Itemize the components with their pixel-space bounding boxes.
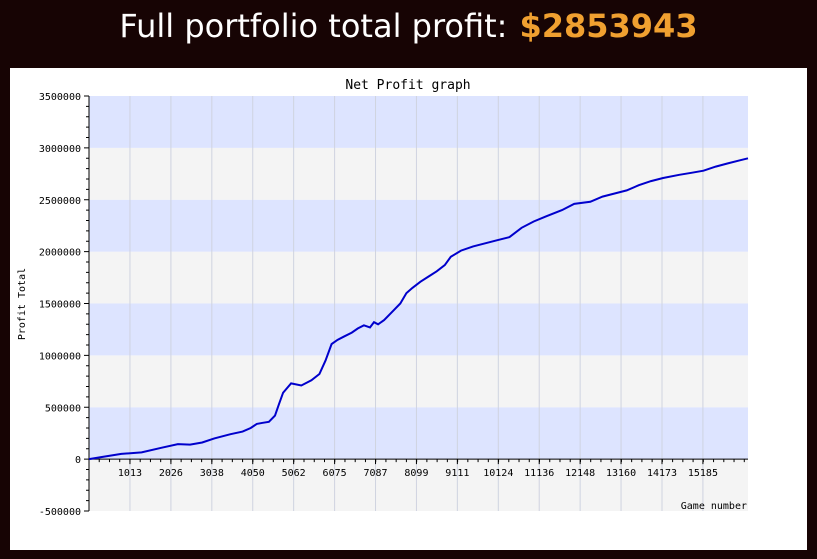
x-axis-label: Game number: [681, 501, 747, 512]
x-tick-label: 14173: [647, 468, 677, 479]
x-tick-label: 7087: [363, 468, 387, 479]
x-tick-label: 4050: [241, 468, 265, 479]
x-axis-ticks: 1013 2026 3038 4050 5062 6075 7087 8099 9111 1012…: [88, 459, 745, 479]
chart-panel: 1013 2026 3038 4050 5062 6075 7087 8099 9111 1012…: [10, 68, 807, 550]
y-axis-ticks: -500000 0 500000 1000000 1500000 2000000 25000…: [39, 92, 89, 518]
page-heading: Full portfolio total profit: $2853943: [0, 0, 817, 52]
background-band: [89, 303, 748, 356]
background-band: [89, 199, 748, 252]
x-tick-label: 5062: [282, 468, 306, 479]
background-band: [89, 147, 748, 200]
background-band: [89, 407, 748, 460]
x-tick-label: 3038: [200, 468, 224, 479]
background-band: [89, 251, 748, 304]
heading-label: Full portfolio total profit:: [119, 7, 508, 45]
background-band: [89, 459, 748, 511]
y-tick-label: 2500000: [39, 196, 81, 207]
profit-series-line: [88, 157, 749, 461]
y-tick-label: 3500000: [39, 92, 81, 103]
x-tick-label: 15185: [688, 468, 718, 479]
x-tick-label: 11136: [524, 468, 554, 479]
x-tick-label: 2026: [159, 468, 183, 479]
x-tick-label: 1013: [118, 468, 142, 479]
x-tick-label: 9111: [445, 468, 469, 479]
y-tick-label: 1500000: [39, 300, 81, 311]
y-tick-label: 0: [75, 455, 81, 466]
y-tick-label: 2000000: [39, 248, 81, 259]
background-bands: [89, 96, 748, 511]
x-tick-label: 12148: [565, 468, 595, 479]
x-tick-label: 6075: [323, 468, 347, 479]
x-tick-label: 13160: [606, 468, 636, 479]
y-tick-label: 500000: [45, 403, 81, 414]
y-tick-label: 1000000: [39, 351, 81, 362]
background-band: [89, 355, 748, 408]
y-tick-label: 3000000: [39, 144, 81, 155]
x-tick-label: 8099: [404, 468, 428, 479]
y-tick-label: -500000: [39, 507, 81, 518]
x-tick-label: 10124: [483, 468, 513, 479]
vertical-gridlines: [129, 96, 704, 511]
background-band: [89, 96, 748, 148]
chart-title: Net Profit graph: [345, 78, 470, 93]
total-profit-amount: $2853943: [519, 7, 698, 45]
y-axis-label: Profit Total: [17, 268, 28, 340]
net-profit-chart: 1013 2026 3038 4050 5062 6075 7087 8099 9111 1012…: [17, 78, 749, 518]
